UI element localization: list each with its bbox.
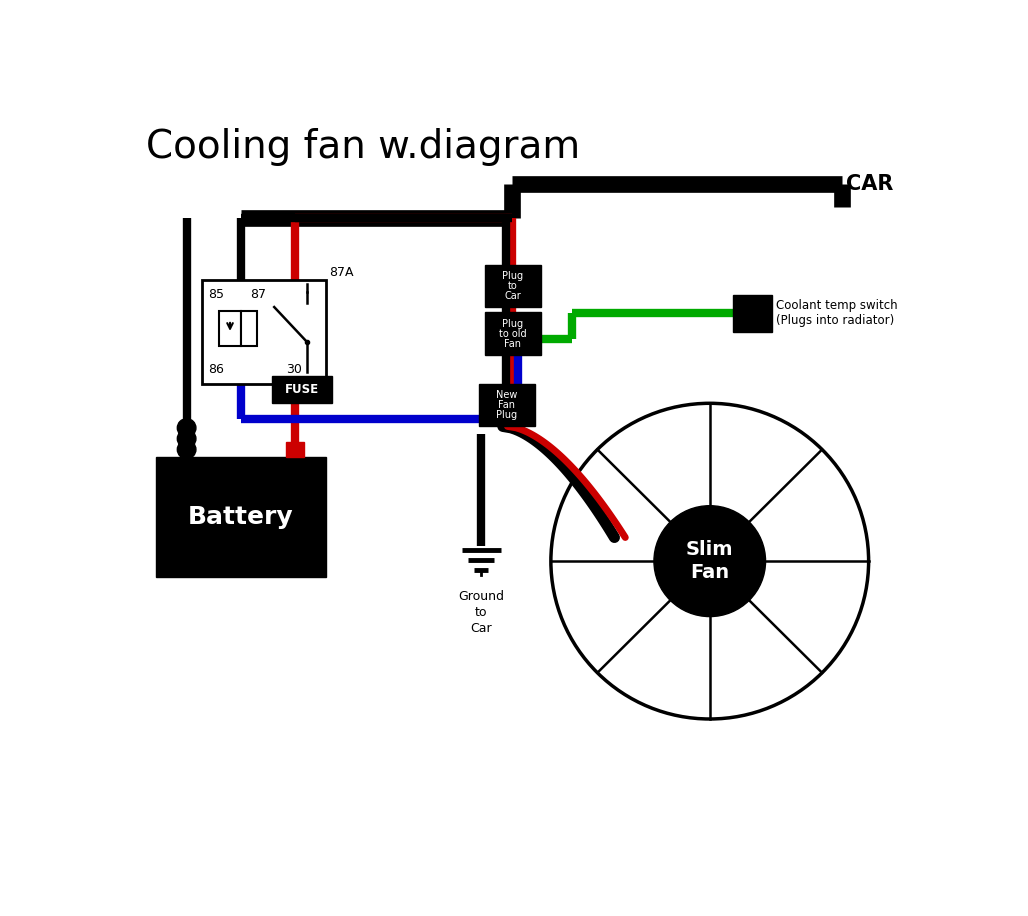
Text: 30: 30 xyxy=(286,364,301,376)
Text: CAR: CAR xyxy=(846,174,893,194)
Text: Coolant temp switch
(Plugs into radiator): Coolant temp switch (Plugs into radiator… xyxy=(775,300,897,327)
Text: 85: 85 xyxy=(209,288,224,300)
Text: New
Fan
Plug: New Fan Plug xyxy=(497,390,517,420)
Circle shape xyxy=(177,441,196,459)
Text: 87A: 87A xyxy=(329,266,354,278)
Text: Plug
to old
Fan: Plug to old Fan xyxy=(499,319,526,349)
Text: 87: 87 xyxy=(250,288,266,300)
Bar xyxy=(485,265,541,307)
Text: Slim
Fan: Slim Fan xyxy=(686,540,734,583)
Bar xyxy=(219,311,241,346)
Text: Plug
to
Car: Plug to Car xyxy=(503,271,523,300)
Bar xyxy=(485,312,541,354)
Bar xyxy=(203,280,326,384)
Text: Cooling fan w.diagram: Cooling fan w.diagram xyxy=(146,128,580,167)
Bar xyxy=(241,311,257,346)
Text: Battery: Battery xyxy=(188,505,294,529)
Bar xyxy=(479,384,535,426)
Bar xyxy=(733,295,772,332)
Text: Ground
to
Car: Ground to Car xyxy=(458,590,504,635)
Circle shape xyxy=(654,506,766,616)
Bar xyxy=(155,457,326,576)
Text: FUSE: FUSE xyxy=(285,383,319,397)
Circle shape xyxy=(177,430,196,448)
Circle shape xyxy=(551,403,869,719)
Bar xyxy=(271,376,332,403)
Text: 86: 86 xyxy=(209,364,224,376)
Bar xyxy=(286,442,304,457)
Circle shape xyxy=(177,419,196,437)
